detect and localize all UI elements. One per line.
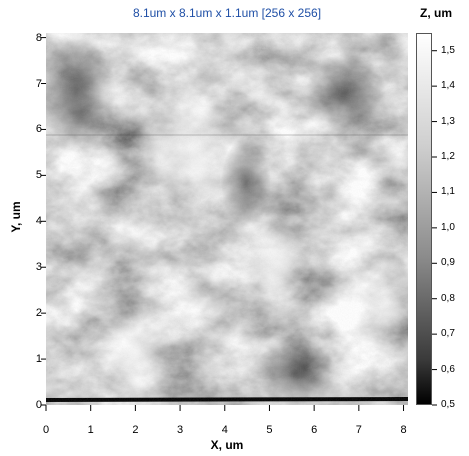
colorbar-tick-label: 1,1 xyxy=(441,186,455,198)
colorbar-title: Z, um xyxy=(420,6,452,20)
y-axis-label: Y, um xyxy=(9,201,23,233)
colorbar-tick-label: 0,8 xyxy=(441,292,455,304)
x-axis-label: X, um xyxy=(210,438,244,452)
colorbar-tick-label: 0,6 xyxy=(441,363,455,375)
x-tick-label: 4 xyxy=(221,424,228,436)
colorbar-tick-label: 0,9 xyxy=(441,257,455,269)
x-tick-label: 5 xyxy=(266,424,273,436)
y-tick-label: 2 xyxy=(35,307,42,320)
colorbar-tick-label: 1,0 xyxy=(441,221,455,233)
y-tick-label: 8 xyxy=(35,31,42,44)
y-tick-label: 0 xyxy=(35,399,42,411)
colorbar-tick-label: 1,3 xyxy=(441,115,455,127)
x-tick-label: 7 xyxy=(355,424,362,436)
y-tick-label: 3 xyxy=(35,261,42,274)
x-tick-label: 3 xyxy=(177,424,184,436)
y-axis-ticks xyxy=(41,37,46,406)
x-axis-ticks xyxy=(45,405,405,411)
x-tick-label: 2 xyxy=(132,424,139,436)
y-tick-label: 4 xyxy=(35,215,42,228)
y-tick-label: 6 xyxy=(35,123,42,136)
x-tick-label: 6 xyxy=(311,424,318,436)
y-tick-label: 5 xyxy=(35,169,42,182)
y-tick-label: 7 xyxy=(35,77,42,90)
colorbar-tick-label: 1,5 xyxy=(441,44,455,56)
y-tick-label: 1 xyxy=(35,353,42,366)
colorbar-tick-label: 1,2 xyxy=(441,151,455,162)
x-tick-label: 1 xyxy=(87,424,94,436)
x-tick-label: 0 xyxy=(42,424,50,436)
colorbar-tick-label: 1,4 xyxy=(441,80,455,92)
x-tick-label: 8 xyxy=(400,424,407,436)
colorbar-tick-label: 0,7 xyxy=(441,328,455,340)
afm-height-map xyxy=(46,33,408,405)
scan-title: 8.1um x 8.1um x 1.1um [256 x 256] xyxy=(132,6,322,20)
colorbar-gradient xyxy=(416,33,432,405)
colorbar-ticks xyxy=(432,50,437,406)
colorbar-tick-label: 0,5 xyxy=(441,399,455,410)
